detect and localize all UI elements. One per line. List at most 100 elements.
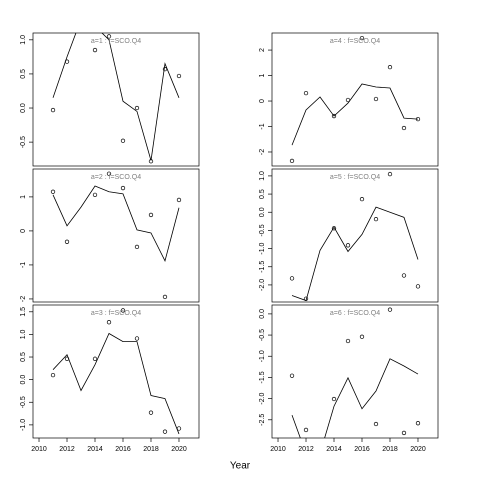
line: [291, 358, 419, 438]
plot-area: [289, 171, 421, 302]
x-tick-label: 2020: [171, 446, 187, 453]
panel-title: a=1 : f=SCO.Q4: [91, 38, 141, 45]
plot-area: [50, 171, 182, 300]
point: [303, 90, 309, 96]
y-tick-label: -1: [259, 123, 266, 129]
point: [106, 171, 112, 176]
x-tick-label: 2010: [270, 446, 286, 453]
x-axis-title: Year: [230, 461, 251, 472]
x-tick-label: 2020: [410, 446, 426, 453]
y-tick-label: 2: [259, 48, 266, 52]
point: [359, 197, 365, 202]
y-tick-label: 0.0: [259, 207, 266, 217]
panel-frame: [271, 168, 439, 303]
point: [134, 105, 140, 111]
y-tick-label: 0.0: [259, 309, 266, 319]
panel-frame: [271, 304, 439, 439]
y-tick-label: -2.0: [259, 279, 266, 291]
point: [373, 96, 379, 102]
y-tick-label: -1: [20, 262, 27, 268]
line: [291, 206, 419, 302]
point: [331, 113, 337, 119]
point: [373, 216, 379, 222]
panel-frame: [32, 304, 200, 439]
point: [415, 284, 421, 289]
plot-area: [289, 35, 421, 164]
point: [331, 226, 337, 231]
point: [345, 243, 351, 248]
point: [303, 427, 309, 433]
point: [359, 334, 365, 339]
y-tick-label: -0.5: [259, 329, 266, 341]
x-tick-label: 2014: [87, 446, 103, 453]
x-tick-label: 2010: [31, 446, 47, 453]
point: [50, 372, 56, 378]
y-tick-label: -1.5: [259, 261, 266, 273]
line: [52, 332, 180, 435]
point: [373, 421, 379, 427]
x-tick-label: 2018: [382, 446, 398, 453]
y-tick-label: -0.5: [20, 136, 27, 148]
point: [387, 64, 393, 70]
point: [162, 429, 168, 434]
y-tick-label: 0.0: [20, 103, 27, 113]
point: [289, 276, 295, 281]
panel-title: a=2 : f=SCO.Q4: [91, 174, 141, 181]
point: [106, 34, 112, 39]
y-tick-label: 0.5: [20, 69, 27, 79]
y-tick-label: -1.0: [20, 419, 27, 431]
point: [387, 307, 393, 312]
point: [120, 308, 126, 313]
y-tick-label: -1.5: [259, 371, 266, 383]
panel-frame: [32, 32, 200, 167]
panel-frame: [271, 32, 439, 167]
y-tick-label: -0.5: [20, 396, 27, 408]
point: [64, 239, 70, 244]
y-tick-label: -2: [259, 149, 266, 155]
point: [289, 373, 295, 378]
line: [291, 83, 419, 146]
point: [162, 294, 168, 300]
y-tick-label: 1.5: [20, 307, 27, 317]
x-tick-label: 2012: [59, 446, 75, 453]
point: [176, 197, 182, 203]
point: [345, 338, 351, 344]
x-tick-label: 2016: [115, 446, 131, 453]
y-tick-label: 0.5: [20, 352, 27, 362]
point: [50, 189, 56, 194]
y-tick-label: 0: [20, 229, 27, 233]
point: [148, 410, 154, 415]
point: [289, 158, 295, 164]
panel-title: a=6 : f=SCO.Q4: [330, 310, 380, 317]
point: [415, 116, 421, 122]
point: [415, 421, 421, 426]
point: [50, 107, 56, 113]
point: [176, 426, 182, 431]
point: [401, 125, 407, 131]
y-tick-label: -0.5: [259, 224, 266, 236]
y-tick-label: 1.0: [259, 171, 266, 181]
x-tick-label: 2016: [354, 446, 370, 453]
y-tick-label: -2.0: [259, 392, 266, 404]
y-tick-label: -2: [20, 296, 27, 302]
panel-title: a=5 : f=SCO.Q4: [330, 174, 380, 181]
point: [120, 138, 126, 143]
point: [148, 212, 154, 218]
y-tick-label: 0.0: [20, 375, 27, 385]
panel-frame: [32, 168, 200, 303]
point: [303, 296, 309, 301]
point: [92, 356, 98, 361]
x-tick-label: 2012: [298, 446, 314, 453]
panel-title: a=4 : f=SCO.Q4: [330, 38, 380, 45]
point: [401, 273, 407, 278]
y-tick-label: 1.0: [20, 35, 27, 45]
point: [92, 47, 98, 53]
point: [162, 66, 168, 72]
point: [134, 336, 140, 341]
y-tick-label: 1.0: [20, 329, 27, 339]
point: [176, 73, 182, 79]
x-tick-label: 2018: [143, 446, 159, 453]
y-tick-label: 0: [259, 99, 266, 103]
